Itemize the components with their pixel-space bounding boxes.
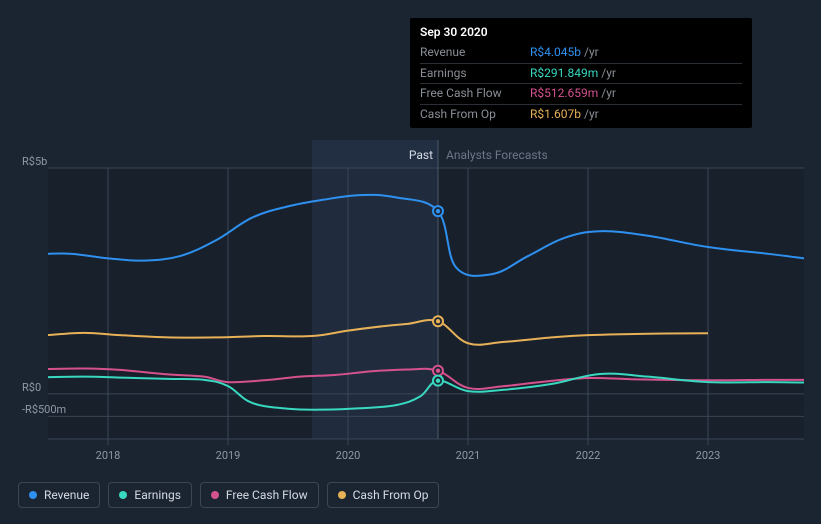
legend-dot-icon xyxy=(119,491,127,499)
tooltip-row-value: R$4.045b xyxy=(530,44,581,61)
x-tick-label: 2021 xyxy=(456,449,481,462)
chart-container: R$5bR$0-R$500m 201820192020202120222023 … xyxy=(0,0,821,524)
x-tick-label: 2023 xyxy=(696,449,721,462)
tooltip-row-value: R$512.659m xyxy=(530,85,598,102)
hover-tooltip: Sep 30 2020 RevenueR$4.045b/yrEarningsR$… xyxy=(410,18,752,128)
y-tick-label: -R$500m xyxy=(22,376,66,416)
tooltip-row: Free Cash FlowR$512.659m/yr xyxy=(420,83,742,103)
legend-dot-icon xyxy=(29,491,37,499)
tooltip-row-unit: /yr xyxy=(601,85,616,102)
y-tick-label: R$5b xyxy=(22,128,47,168)
legend-dot-icon xyxy=(211,491,219,499)
legend-item-cash_op[interactable]: Cash From Op xyxy=(327,482,440,508)
tooltip-row-value: R$291.849m xyxy=(530,65,598,82)
tooltip-row-unit: /yr xyxy=(584,44,599,61)
legend-dot-icon xyxy=(338,491,346,499)
legend-item-label: Cash From Op xyxy=(353,488,429,502)
legend-item-fcf[interactable]: Free Cash Flow xyxy=(200,482,319,508)
x-tick-label: 2018 xyxy=(96,449,121,462)
tooltip-row: Cash From OpR$1.607b/yr xyxy=(420,104,742,124)
period-past-label: Past xyxy=(378,148,433,162)
tooltip-row-value: R$1.607b xyxy=(530,106,581,123)
x-tick-label: 2022 xyxy=(576,449,601,462)
tooltip-row-unit: /yr xyxy=(584,106,599,123)
legend-item-label: Free Cash Flow xyxy=(226,488,308,502)
tooltip-date: Sep 30 2020 xyxy=(420,24,742,41)
tooltip-row-label: Earnings xyxy=(420,65,530,82)
tooltip-row-unit: /yr xyxy=(601,65,616,82)
legend-item-label: Earnings xyxy=(134,488,181,502)
x-tick-label: 2020 xyxy=(336,449,361,462)
legend-item-label: Revenue xyxy=(44,488,89,502)
tooltip-row: RevenueR$4.045b/yr xyxy=(420,43,742,62)
legend: Revenue Earnings Free Cash Flow Cash From O… xyxy=(18,482,439,508)
tooltip-row-label: Cash From Op xyxy=(420,106,530,123)
tooltip-row: EarningsR$291.849m/yr xyxy=(420,63,742,83)
period-forecast-label: Analysts Forecasts xyxy=(446,148,548,162)
legend-item-revenue[interactable]: Revenue xyxy=(18,482,100,508)
tooltip-row-label: Free Cash Flow xyxy=(420,85,530,102)
legend-item-earnings[interactable]: Earnings xyxy=(108,482,192,508)
tooltip-row-label: Revenue xyxy=(420,44,530,61)
x-tick-label: 2019 xyxy=(216,449,241,462)
